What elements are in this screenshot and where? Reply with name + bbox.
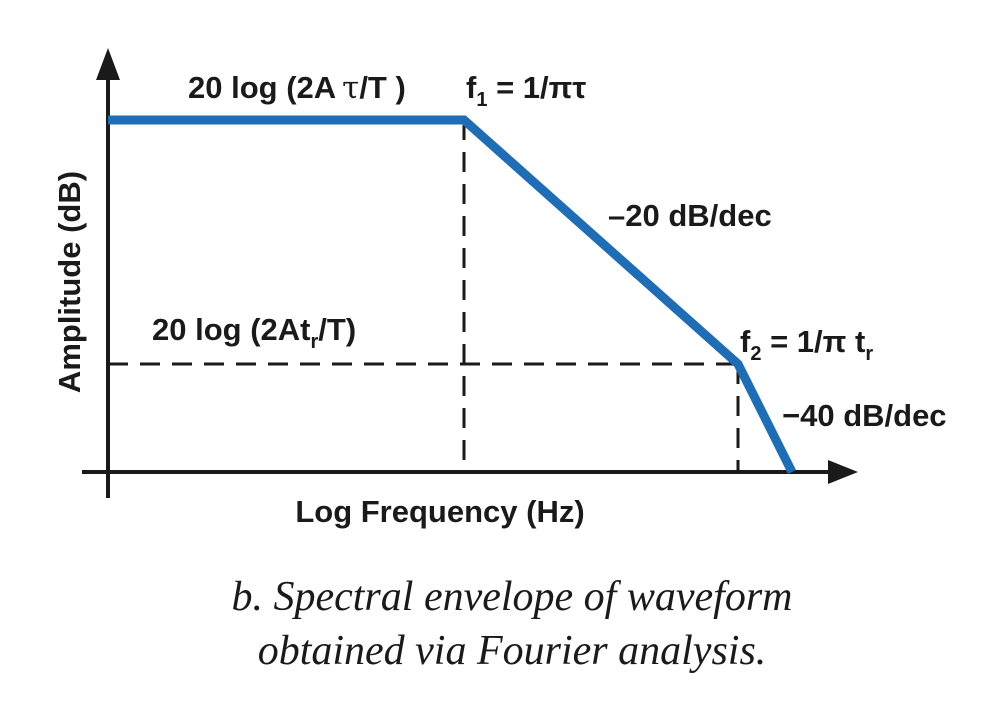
- corner2-label-f: f: [740, 324, 751, 359]
- x-axis-label: Log Frequency (Hz): [295, 494, 584, 529]
- low-level-label-suffix: /T): [318, 312, 356, 347]
- corner1-label-f: f: [466, 70, 477, 105]
- caption-line-2: obtained via Fourier analysis.: [258, 628, 767, 674]
- slope1-label: –20 dB/dec: [608, 198, 772, 233]
- corner1-label: f1 = 1/πτ: [466, 70, 586, 111]
- corner2-label-expr-sub: r: [865, 343, 873, 365]
- low-level-label-prefix: 20 log (2At: [152, 312, 310, 347]
- low-level-label: 20 log (2Atr/T): [152, 312, 356, 353]
- corner2-label-sub: 2: [750, 343, 761, 365]
- high-level-label-suffix: /T ): [359, 70, 406, 105]
- low-level-label-sub: r: [310, 331, 318, 353]
- guide-lines: [108, 120, 740, 472]
- corner1-label-expr: = 1/πτ: [487, 70, 586, 105]
- high-level-label-prefix: 20 log (2A: [188, 70, 336, 105]
- corner2-label: f2 = 1/π tr: [740, 324, 873, 365]
- y-axis-arrowhead: [96, 48, 120, 80]
- axes: [82, 72, 840, 498]
- x-axis-arrowhead: [828, 460, 858, 484]
- caption-line-1: b. Spectral envelope of waveform: [231, 574, 792, 620]
- y-axis-label: Amplitude (dB): [52, 171, 87, 393]
- corner1-label-sub: 1: [476, 89, 487, 111]
- spectral-envelope-line: [108, 115, 797, 475]
- corner2-label-expr: = 1/π t: [761, 324, 865, 359]
- high-level-label-symbol: τ: [342, 70, 359, 106]
- slope2-label: −40 dB/dec: [782, 398, 947, 433]
- high-level-label: 20 log (2A τ/T ): [188, 70, 406, 106]
